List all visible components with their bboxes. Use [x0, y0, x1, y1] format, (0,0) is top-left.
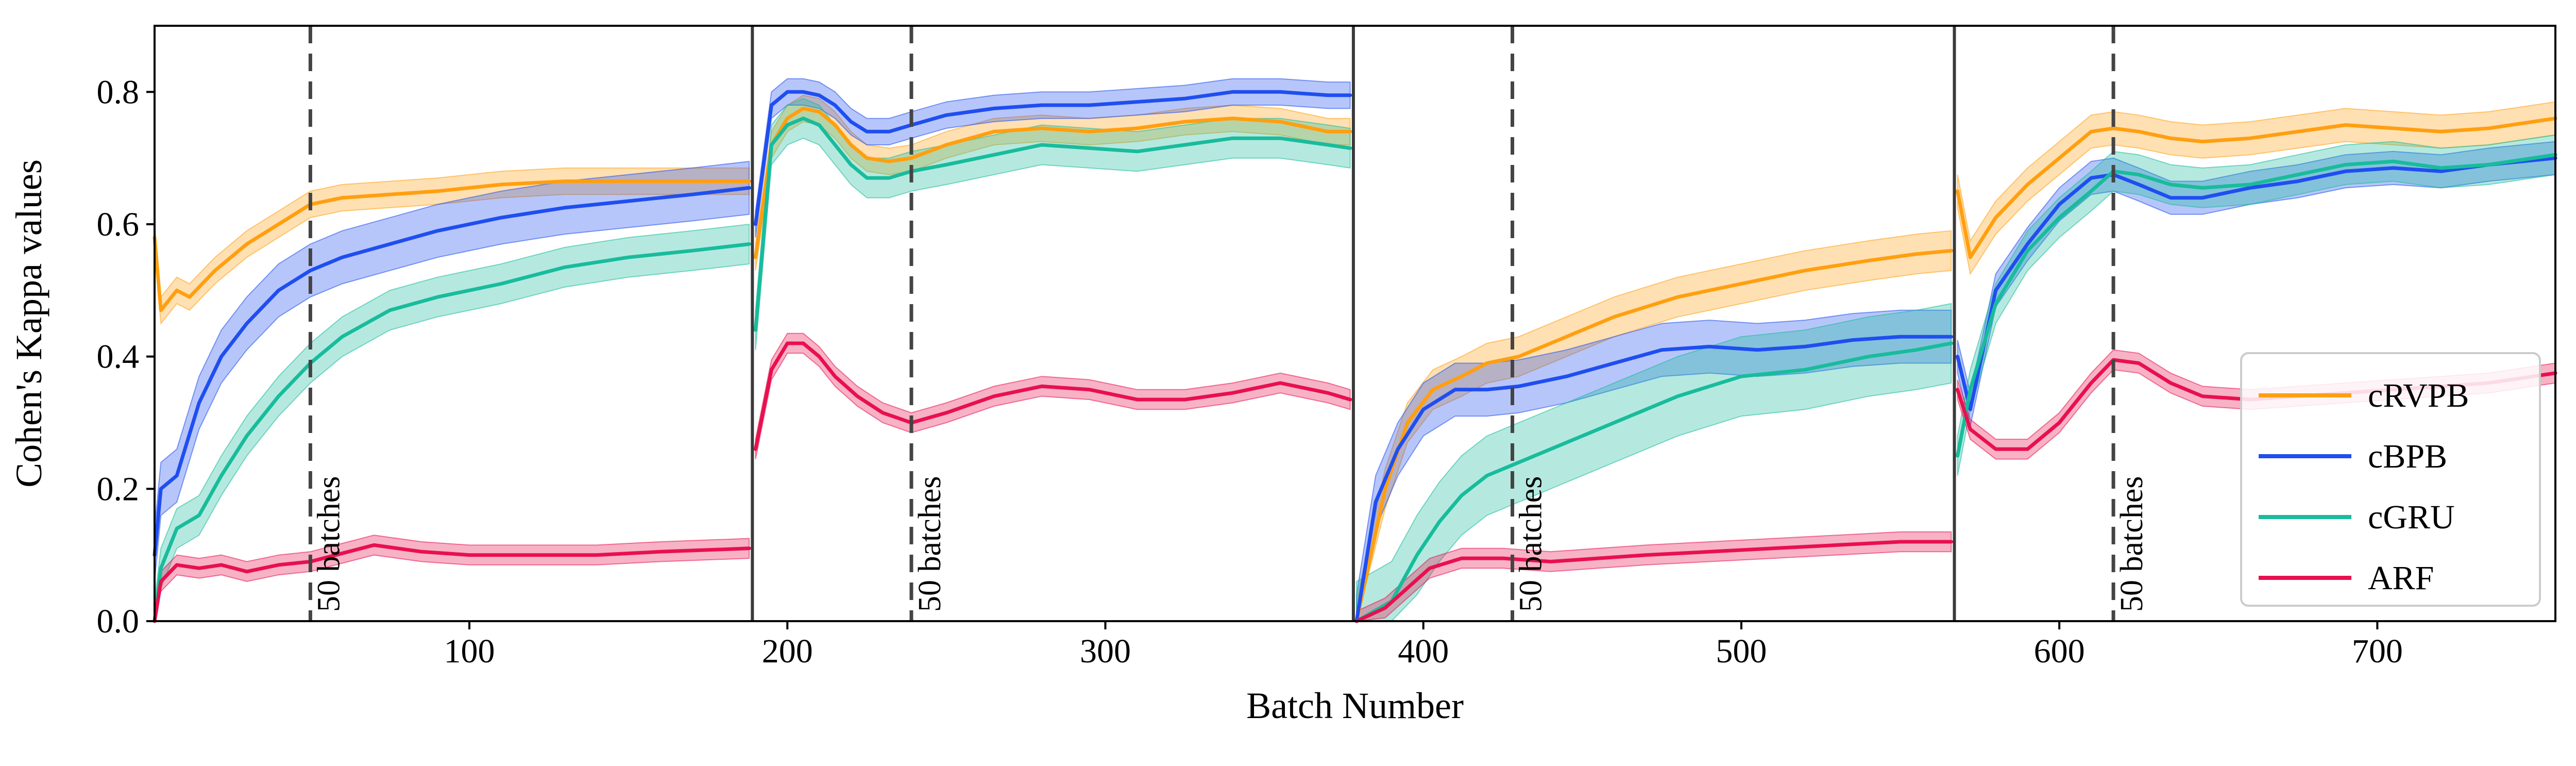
- y-tick-label: 0.0: [97, 603, 140, 640]
- y-tick-label: 0.2: [97, 470, 140, 508]
- band-cbpb-segment-1: [154, 160, 750, 582]
- legend-label-cbpb: cBPB: [2368, 438, 2447, 475]
- x-tick-label: 300: [1080, 632, 1131, 670]
- series-line-arf-segment-3: [1354, 540, 1953, 623]
- series-line-crvpb-segment-1: [152, 179, 751, 312]
- series-line-cgru-segment-3: [1354, 341, 1953, 623]
- band-arf-segment-2: [755, 332, 1351, 459]
- marker-label-3: 50 batches: [1514, 476, 1549, 612]
- y-axis-label: Cohen's Kappa values: [8, 159, 49, 488]
- legend: cRVPB cBPB cGRU ARF: [2240, 352, 2541, 607]
- series-lines: [152, 90, 2557, 623]
- x-tick-label: 500: [1716, 632, 1767, 670]
- y-tick-label: 0.4: [97, 338, 140, 376]
- series-line-crvpb-segment-2: [754, 106, 1352, 259]
- segment-boundaries: [751, 26, 1956, 621]
- band-arf-segment-3: [1356, 531, 1952, 622]
- band-cgru-segment-1: [154, 223, 750, 622]
- marker-lines: 50 batches 50 batches 50 batches 50 batches: [308, 26, 2149, 621]
- series-line-cgru-segment-2: [754, 116, 1352, 332]
- series-line-arf-segment-2: [754, 341, 1352, 451]
- series-line-cgru-segment-1: [152, 242, 751, 623]
- band-cgru-segment-3: [1356, 303, 1952, 622]
- series-line-cgru-segment-4: [1956, 153, 2557, 458]
- series-line-cbpb-segment-3: [1354, 335, 1953, 623]
- legend-label-cgru: cGRU: [2368, 498, 2455, 536]
- plot-frame: [154, 25, 2556, 622]
- marker-label-4: 50 batches: [2114, 476, 2149, 612]
- marker-label-2: 50 batches: [912, 476, 947, 612]
- band-arf-segment-1: [154, 535, 750, 622]
- x-tick-label: 100: [444, 632, 495, 670]
- y-tick-label: 0.8: [97, 73, 140, 111]
- band-crvpb-segment-3: [1356, 230, 1952, 622]
- legend-box: [2240, 352, 2541, 607]
- series-line-cbpb-segment-1: [152, 186, 751, 557]
- x-tick-label: 700: [2352, 632, 2403, 670]
- series-line-crvpb-segment-4: [1956, 116, 2557, 259]
- x-tick-label: 600: [2034, 632, 2085, 670]
- series-line-cbpb-segment-4: [1956, 156, 2557, 411]
- legend-label-arf: ARF: [2368, 559, 2434, 597]
- x-axis-label: Batch Number: [1246, 685, 1464, 726]
- band-cbpb-segment-2: [755, 78, 1351, 238]
- series-line-arf-segment-1: [152, 543, 751, 623]
- series-line-crvpb-segment-3: [1354, 248, 1953, 623]
- x-tick-label: 400: [1398, 632, 1449, 670]
- series-line-cbpb-segment-2: [754, 90, 1352, 226]
- marker-label-1: 50 batches: [311, 476, 346, 612]
- axes: 100 200 300 400 500 600 700 0.0 0.2 0.4 0.6 0.8: [97, 73, 2403, 670]
- y-tick-label: 0.6: [97, 206, 140, 243]
- x-tick-label: 200: [762, 632, 813, 670]
- legend-label-crvpb: cRVPB: [2368, 377, 2469, 414]
